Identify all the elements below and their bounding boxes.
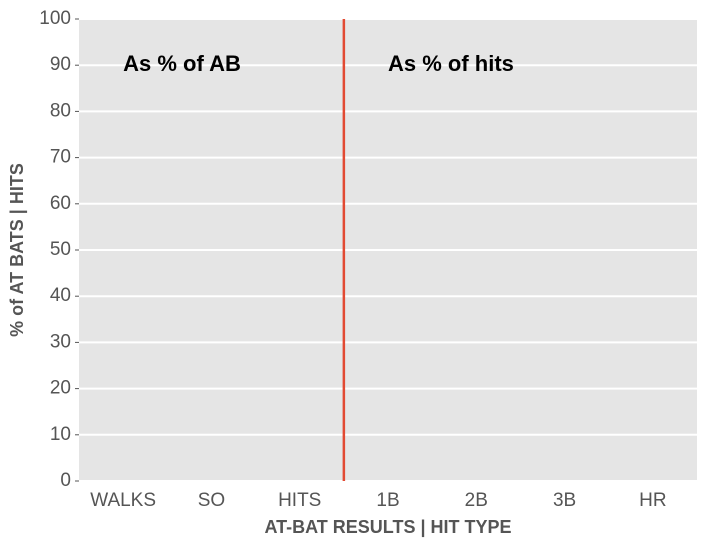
y-tick-label: 90	[50, 54, 71, 75]
y-tick-label: 70	[50, 147, 71, 168]
y-tick-label: 10	[50, 424, 71, 445]
x-tick-label: 3B	[553, 490, 576, 511]
x-tick-label: HITS	[278, 490, 321, 511]
y-tick-label: 80	[50, 100, 71, 121]
x-axis-label: AT-BAT RESULTS | HIT TYPE	[264, 517, 511, 537]
y-tick-label: 60	[50, 193, 71, 214]
x-tick-label: 1B	[376, 490, 399, 511]
y-tick-label: 50	[50, 239, 71, 260]
annotation: As % of hits	[388, 51, 514, 76]
x-tick-label: HR	[639, 490, 666, 511]
y-tick-label: 20	[50, 378, 71, 399]
y-tick-label: 30	[50, 331, 71, 352]
annotation: As % of AB	[123, 51, 241, 76]
y-axis-label: % of AT BATS | HITS	[7, 163, 27, 337]
x-tick-label: WALKS	[90, 490, 156, 511]
x-tick-label: 2B	[465, 490, 488, 511]
y-tick-label: 0	[60, 470, 71, 491]
y-tick-label: 40	[50, 285, 71, 306]
y-tick-label: 100	[39, 8, 71, 29]
x-tick-label: SO	[198, 490, 225, 511]
